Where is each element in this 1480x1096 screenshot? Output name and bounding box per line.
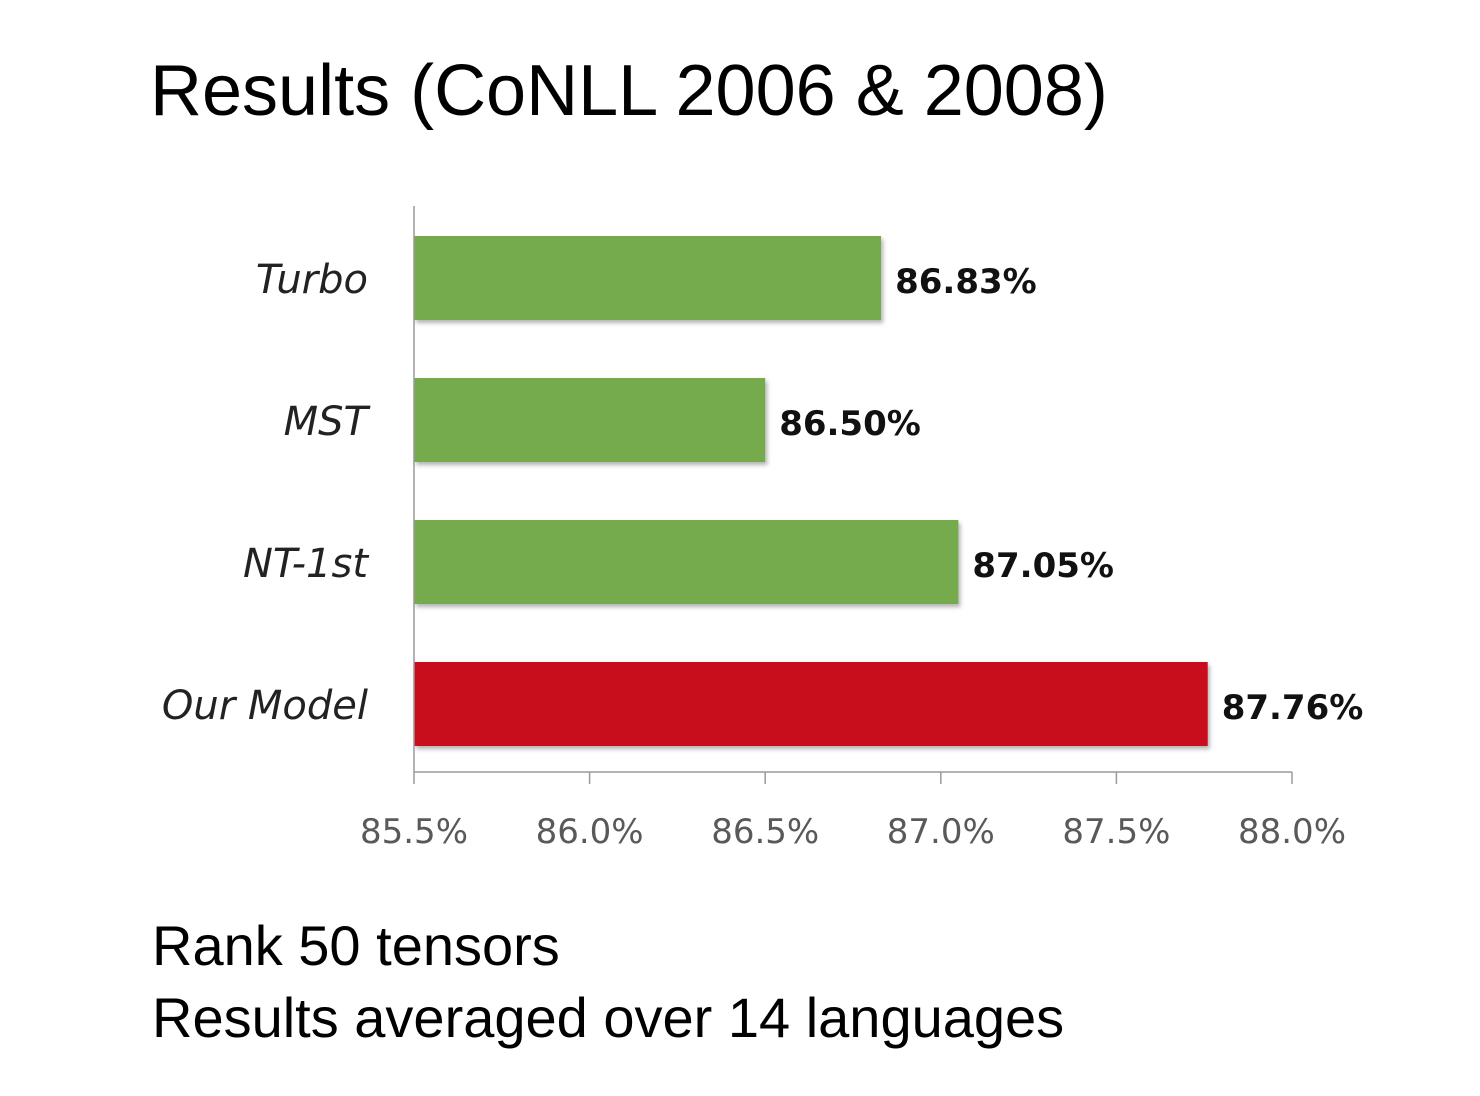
x-tick-label-4: 87.5% <box>1062 812 1170 852</box>
x-tick-label-2: 86.5% <box>711 812 819 852</box>
value-label-mst: 86.50% <box>779 404 921 444</box>
x-tick-label-3: 87.0% <box>887 812 995 852</box>
x-tick-label-1: 86.0% <box>536 812 644 852</box>
bar-turbo <box>414 236 882 320</box>
bar-mst <box>414 378 766 462</box>
value-labels: 86.83% 86.50% 87.05% 87.76% <box>779 262 1363 728</box>
category-label-our-model: Our Model <box>162 683 368 729</box>
x-tick-label-0: 85.5% <box>360 812 468 852</box>
bar-our-model <box>414 662 1208 746</box>
note-rank: Rank 50 tensors <box>152 914 560 977</box>
category-label-nt-1st: NT-1st <box>243 541 369 587</box>
x-axis-ticks <box>413 772 1293 784</box>
x-axis-tick-labels: 85.5% 86.0% 86.5% 87.0% 87.5% 88.0% <box>360 812 1346 852</box>
bars-layer <box>414 236 1208 746</box>
slide-notes: Rank 50 tensors Results averaged over 14… <box>152 910 1064 1054</box>
category-label-turbo: Turbo <box>256 257 368 303</box>
value-label-turbo: 86.83% <box>895 262 1037 302</box>
category-labels: Turbo MST NT-1st Our Model <box>162 257 372 729</box>
value-label-our-model: 87.76% <box>1222 688 1364 728</box>
value-label-nt-1st: 87.05% <box>972 546 1114 586</box>
bar-nt-1st <box>414 520 959 604</box>
x-tick-label-5: 88.0% <box>1238 812 1346 852</box>
category-label-mst: MST <box>284 399 372 445</box>
note-averaged: Results averaged over 14 languages <box>152 986 1065 1049</box>
slide-title: Results (CoNLL 2006 & 2008) <box>150 51 1108 131</box>
